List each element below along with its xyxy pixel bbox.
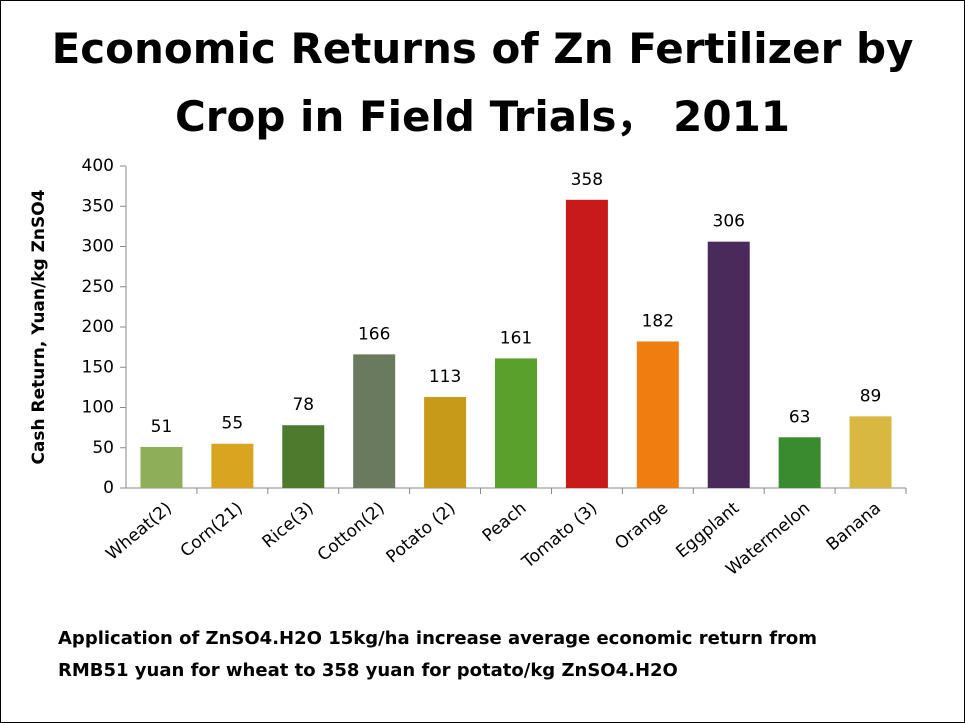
bar — [424, 397, 466, 488]
y-tick-label: 350 — [82, 196, 114, 216]
value-label: 63 — [789, 407, 811, 427]
y-tick-label: 400 — [82, 156, 114, 176]
y-tick-label: 250 — [82, 277, 114, 297]
y-tick-label: 300 — [82, 237, 114, 257]
value-label: 306 — [713, 212, 745, 232]
bar — [637, 341, 679, 488]
bar — [353, 354, 395, 488]
x-tick-label: Eggplant — [672, 498, 743, 562]
y-tick-label: 50 — [92, 438, 114, 458]
x-tick-label: Tomato (3) — [518, 498, 602, 573]
y-tick-label: 100 — [82, 398, 114, 418]
value-label: 51 — [151, 417, 173, 437]
y-axis-label: Cash Return, Yuan/kg ZnSO4 — [29, 189, 49, 464]
x-tick-label: Potato (2) — [383, 498, 460, 567]
bar — [211, 444, 253, 488]
bar — [140, 447, 182, 488]
value-label: 358 — [571, 170, 603, 190]
x-tick-label: Orange — [611, 498, 672, 554]
bar — [779, 437, 821, 488]
x-tick-label: Wheat(2) — [102, 498, 176, 564]
y-tick-label: 150 — [82, 357, 114, 377]
x-tick-label: Peach — [479, 498, 531, 546]
bar — [850, 416, 892, 488]
x-tick-label: Cotton(2) — [314, 498, 389, 565]
chart-title: Economic Returns of Zn Fertilizer by Cro… — [21, 15, 944, 151]
value-label: 89 — [860, 386, 882, 406]
bar — [708, 242, 750, 488]
bar — [495, 358, 537, 488]
x-tick-label: Rice(3) — [259, 498, 318, 552]
value-label: 113 — [429, 367, 461, 387]
note: Application of ZnSO4.H2O 15kg/ha increas… — [58, 623, 878, 687]
slide: Cash Return, Yuan/kg ZnSO4 0 50 100 150 200 25… — [0, 0, 965, 723]
bar — [282, 425, 324, 488]
value-label: 78 — [292, 395, 314, 415]
value-label: 161 — [500, 328, 532, 348]
value-label: 182 — [642, 311, 674, 331]
y-tick-label: 200 — [82, 317, 114, 337]
y-tick-label: 0 — [103, 478, 114, 498]
x-tick-label: Corn(21) — [177, 498, 247, 561]
value-label: 55 — [222, 414, 244, 434]
value-label: 166 — [358, 324, 390, 344]
x-tick-label: Banana — [823, 498, 885, 555]
bar — [566, 200, 608, 488]
